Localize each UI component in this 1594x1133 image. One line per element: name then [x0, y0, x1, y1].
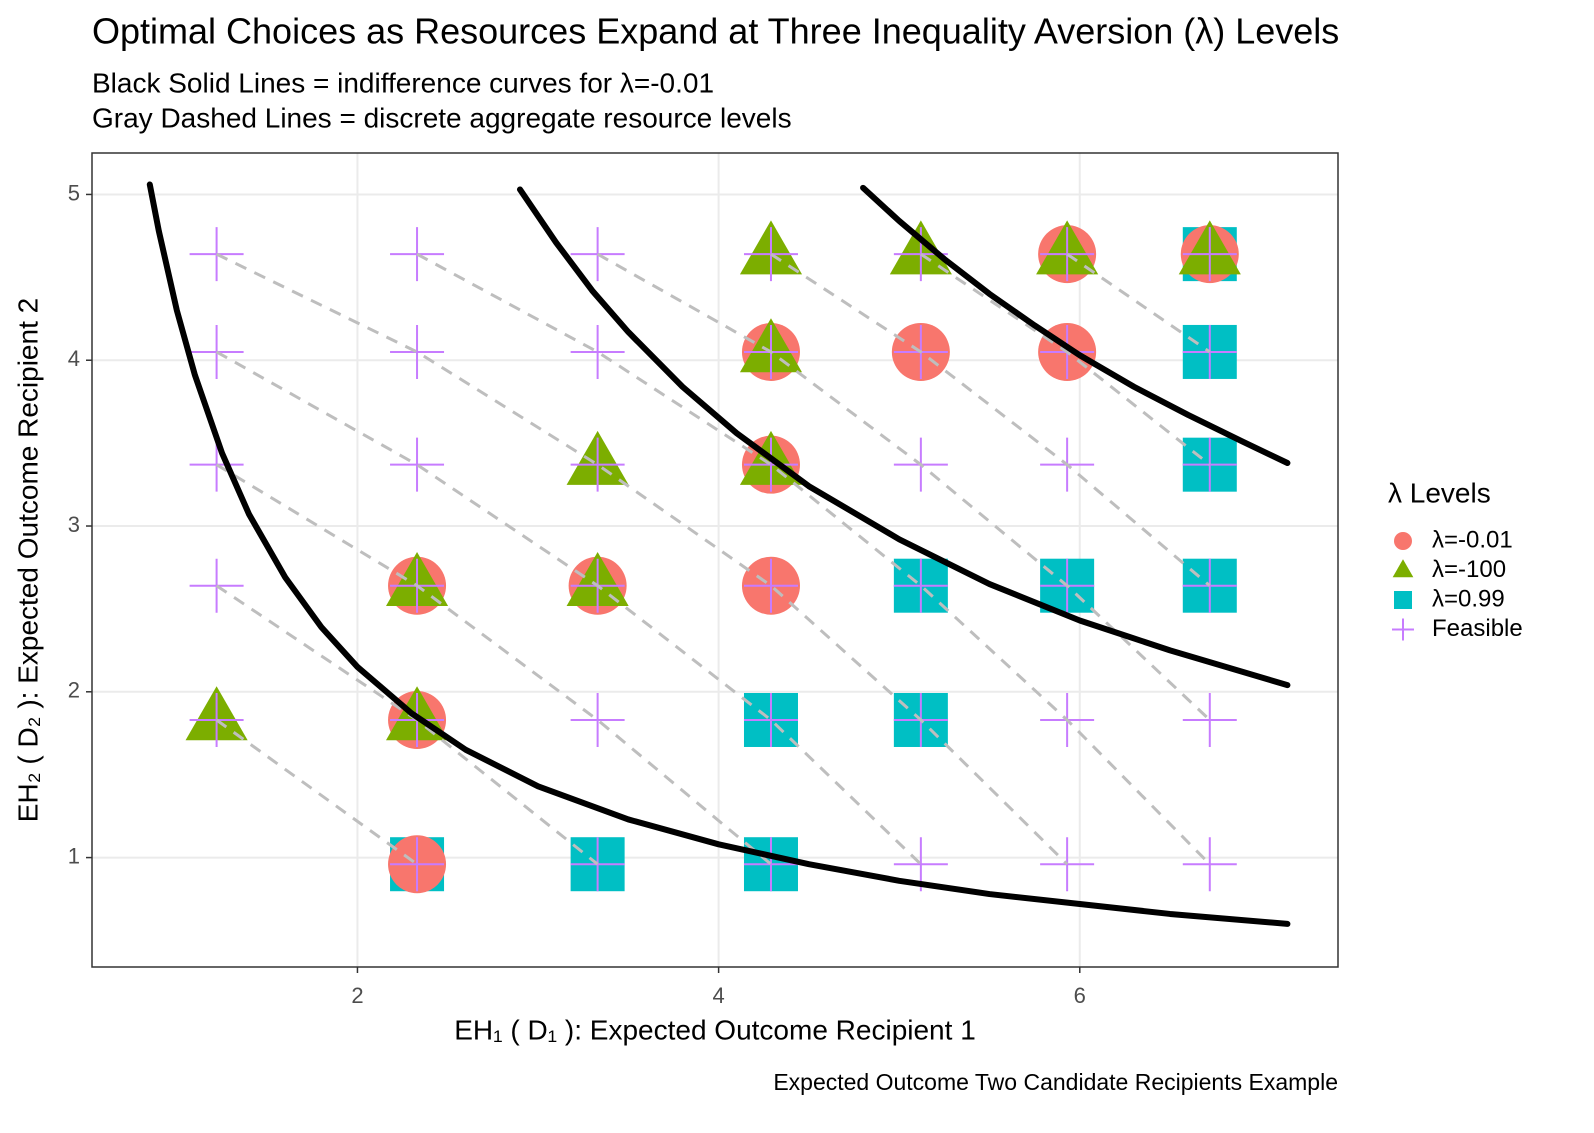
point — [893, 558, 948, 613]
point — [1392, 618, 1414, 641]
point — [1182, 437, 1237, 492]
legend-label: Feasible — [1432, 615, 1523, 642]
indifference-curve — [860, 184, 1291, 467]
point — [390, 324, 445, 379]
point — [1182, 558, 1237, 613]
point — [743, 837, 798, 892]
x-tick-label: 2 — [351, 983, 363, 1008]
point — [189, 227, 244, 282]
indifference-curve — [146, 181, 1291, 927]
resource-line — [215, 252, 1069, 866]
resource-line — [416, 252, 1211, 866]
point — [1394, 532, 1412, 550]
point — [1040, 227, 1095, 282]
resource-line — [1066, 252, 1211, 354]
resource-line — [920, 252, 1211, 466]
panel-border — [91, 152, 1339, 968]
resource-line — [770, 252, 1211, 587]
y-tick-label: 5 — [68, 180, 80, 205]
y-axis-label: EH₂ ( D₂ ): Expected Outcome Recipient 2 — [12, 298, 43, 822]
legend-label: λ=-0.01 — [1432, 526, 1513, 553]
point — [1182, 227, 1237, 282]
plot-area — [92, 153, 1338, 967]
resource-line — [215, 718, 418, 866]
chart-subtitle: Black Solid Lines = indifference curves … — [92, 67, 714, 98]
x-tick-label: 6 — [1074, 983, 1086, 1008]
y-tick-label: 4 — [68, 346, 80, 371]
chart-subtitle: Gray Dashed Lines = discrete aggregate r… — [92, 102, 792, 133]
x-axis-label: EH₁ ( D₁ ): Expected Outcome Recipient 1 — [454, 1014, 976, 1045]
point — [1182, 837, 1237, 892]
legend-label: λ=0.99 — [1432, 585, 1505, 612]
x-tick-label: 4 — [712, 983, 724, 1008]
resource-line — [215, 463, 772, 866]
point — [189, 437, 244, 492]
point — [1392, 559, 1414, 578]
point — [570, 692, 625, 747]
caption: Expected Outcome Two Candidate Recipient… — [773, 1069, 1338, 1095]
point — [743, 437, 798, 492]
point — [1182, 692, 1237, 747]
y-tick-label: 3 — [68, 512, 80, 537]
point — [390, 837, 445, 892]
point — [570, 437, 625, 492]
y-tick-label: 2 — [68, 678, 80, 703]
point — [743, 558, 798, 613]
indifference-curve — [516, 186, 1291, 689]
point — [743, 692, 798, 747]
y-tick-label: 1 — [68, 843, 80, 868]
legend-title: λ Levels — [1388, 477, 1491, 508]
point — [1394, 591, 1412, 609]
resource-line — [215, 350, 922, 866]
point — [570, 227, 625, 282]
point — [570, 324, 625, 379]
chart-title: Optimal Choices as Resources Expand at T… — [92, 11, 1339, 52]
legend-label: λ=-100 — [1432, 556, 1506, 583]
point — [1182, 324, 1237, 379]
point — [390, 437, 445, 492]
point — [390, 227, 445, 282]
resource-line — [596, 252, 1211, 722]
